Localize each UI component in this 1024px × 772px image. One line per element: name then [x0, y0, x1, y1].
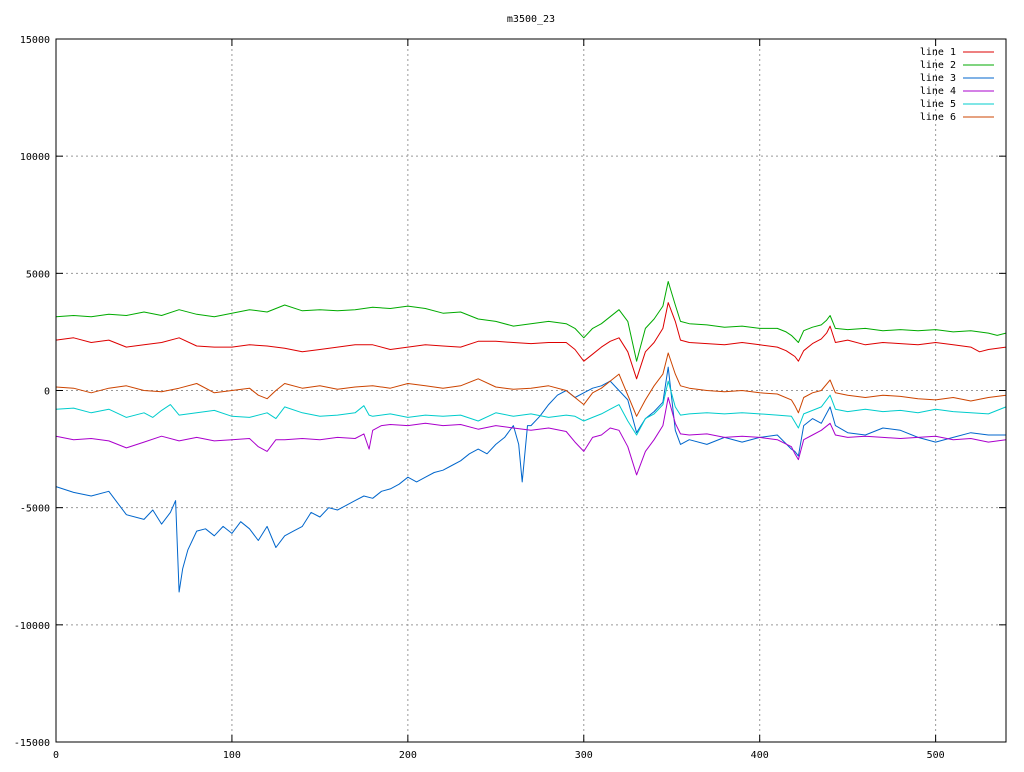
y-tick-label: -5000	[20, 504, 50, 515]
series-lines	[55, 281, 1007, 593]
x-tick-label: 100	[223, 750, 241, 761]
legend: line 1 line 2 line 3 line 4 line 5 line 6	[920, 47, 994, 123]
legend-label-6: line 6	[920, 112, 956, 123]
grid	[56, 39, 1006, 742]
legend-label-2: line 2	[920, 60, 956, 71]
x-tick-label: 300	[575, 750, 593, 761]
y-tick-label: 5000	[26, 269, 50, 280]
legend-label-4: line 4	[920, 86, 956, 97]
y-tick-label: 15000	[20, 35, 50, 46]
series-line-4	[55, 397, 1007, 476]
y-tick-label: 10000	[20, 152, 50, 163]
x-tick-label: 200	[399, 750, 417, 761]
x-tick-label: 500	[927, 750, 945, 761]
series-line-5	[55, 380, 1007, 436]
y-tick-label: -10000	[14, 621, 50, 632]
x-tick-label: 0	[53, 750, 59, 761]
x-tick-label: 400	[751, 750, 769, 761]
series-line-2	[55, 281, 1007, 362]
series-line-3	[55, 366, 1006, 593]
y-tick-label: 0	[44, 387, 50, 398]
y-tick-label: -15000	[14, 738, 50, 749]
legend-label-1: line 1	[920, 47, 956, 58]
series-line-6	[55, 352, 1007, 417]
chart-title: m3500_23	[507, 14, 555, 25]
legend-label-5: line 5	[920, 99, 956, 110]
series-line-1	[55, 302, 1007, 380]
axis-ticks: 0 100 200 300 400 500 -15000 -10000 -5000 0 5000 10…	[14, 35, 1006, 761]
legend-label-3: line 3	[920, 73, 956, 84]
